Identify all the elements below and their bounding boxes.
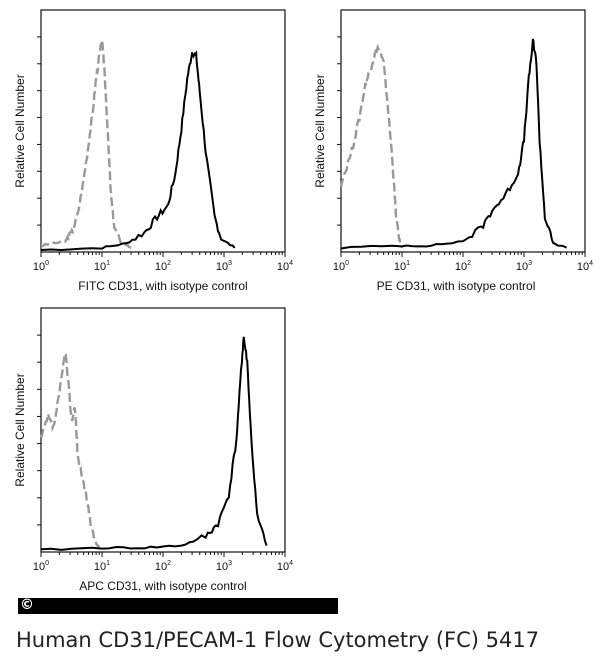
x-tick-label: 102 (155, 560, 171, 573)
cd31-series (40, 336, 268, 551)
x-tick-label: 104 (277, 560, 293, 573)
cd31-series (40, 49, 236, 252)
x-tick-label: 100 (33, 260, 49, 273)
x-tick-label: 103 (516, 260, 532, 273)
plot-frame (40, 9, 286, 253)
x-tick-label: 100 (33, 560, 49, 573)
figure-caption: Human CD31/PECAM-1 Flow Cytometry (FC) 5… (16, 628, 540, 652)
x-tick-label: 102 (155, 260, 171, 273)
x-axis-label: PE CD31, with isotype control (377, 279, 536, 293)
x-tick-label: 104 (577, 260, 593, 273)
histogram-panel-pe: Relative Cell Number PE CD31, with isoty… (313, 9, 593, 293)
y-axis-label: Relative Cell Number (13, 74, 27, 187)
copyright-symbol: © (20, 597, 34, 613)
isotype-control-series (339, 43, 404, 249)
x-tick-label: 102 (455, 260, 471, 273)
x-tick-label: 100 (333, 260, 349, 273)
x-tick-label: 101 (394, 260, 410, 273)
histogram-panel-apc: Relative Cell Number APC CD31, with isot… (13, 307, 293, 593)
x-tick-label: 103 (216, 560, 232, 573)
isotype-control-series (40, 41, 132, 249)
cd31-series (340, 38, 568, 250)
figure: Relative Cell Number FITC CD31, with iso… (13, 9, 593, 593)
x-tick-label: 101 (94, 560, 110, 573)
histogram-panel-fitc: Relative Cell Number FITC CD31, with iso… (13, 9, 293, 293)
redacted-watermark-bar: © (18, 597, 338, 614)
plot-frame (40, 307, 286, 553)
x-axis-label: APC CD31, with isotype control (79, 579, 246, 593)
x-tick-label: 101 (94, 260, 110, 273)
y-axis-label: Relative Cell Number (313, 74, 327, 187)
x-axis-label: FITC CD31, with isotype control (78, 279, 247, 293)
y-axis-label: Relative Cell Number (13, 373, 27, 486)
x-tick-label: 103 (216, 260, 232, 273)
isotype-control-series (39, 349, 101, 549)
x-tick-label: 104 (277, 260, 293, 273)
